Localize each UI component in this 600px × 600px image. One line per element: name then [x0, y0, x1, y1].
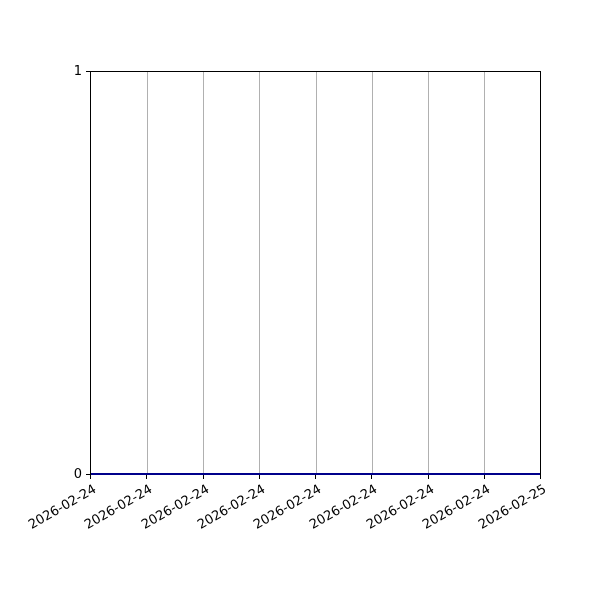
vertical-gridline: [428, 72, 429, 474]
vertical-gridline: [316, 72, 317, 474]
vertical-gridline: [484, 72, 485, 474]
y-tick-label: 1: [73, 64, 82, 79]
x-tick-mark: [540, 475, 541, 479]
x-tick-mark: [146, 475, 147, 479]
y-tick-mark: [86, 474, 90, 475]
x-tick-mark: [484, 475, 485, 479]
vertical-gridline: [203, 72, 204, 474]
series-line-flat-zero-line: [91, 473, 540, 475]
x-tick-mark: [428, 475, 429, 479]
x-tick-mark: [259, 475, 260, 479]
vertical-gridline: [259, 72, 260, 474]
x-tick-mark: [315, 475, 316, 479]
vertical-gridline: [147, 72, 148, 474]
x-tick-mark: [203, 475, 204, 479]
x-tick-mark: [371, 475, 372, 479]
plot-area: [90, 71, 541, 475]
y-tick-label: 0: [73, 467, 82, 482]
x-tick-mark: [90, 475, 91, 479]
vertical-gridline: [372, 72, 373, 474]
y-tick-mark: [86, 71, 90, 72]
